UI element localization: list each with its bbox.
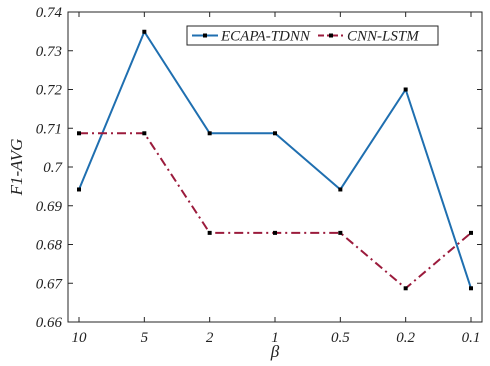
y-tick-label: 0.7	[43, 160, 63, 176]
y-axis-label: F1-AVG	[7, 139, 26, 197]
data-point	[77, 131, 81, 136]
legend-label-1: ECAPA-TDNN	[220, 29, 311, 45]
legend-box	[186, 25, 439, 46]
data-point	[273, 131, 277, 136]
legend: ECAPA-TDNN CNN-LSTM	[186, 25, 439, 46]
data-point	[142, 29, 147, 34]
y-tick-label: 0.74	[36, 5, 63, 21]
series-line-2	[79, 132, 472, 290]
legend-label-2: CNN-LSTM	[347, 29, 420, 45]
data-point	[273, 230, 277, 235]
legend-marker	[203, 33, 207, 38]
x-tick-label: 0.1	[462, 330, 481, 346]
x-tick-label: 0.2	[396, 330, 415, 346]
x-axis-label: β	[270, 342, 280, 361]
data-point	[338, 230, 343, 235]
y-tick-label: 0.68	[36, 238, 63, 254]
data-point	[142, 131, 147, 136]
y-tick-label: 0.73	[36, 44, 62, 60]
data-point	[77, 187, 81, 192]
data-point	[469, 286, 473, 291]
data-point	[207, 230, 212, 235]
x-tick-label: 10	[72, 330, 88, 346]
y-tick-label: 0.69	[36, 199, 63, 215]
y-tick-label: 0.67	[36, 276, 64, 292]
y-tick-label: 0.66	[36, 315, 63, 331]
legend-marker	[329, 33, 333, 38]
data-point	[469, 230, 473, 235]
series-layer	[77, 29, 473, 291]
x-axis-ticks: 10 5 2 1 0.5 0.2 0.1	[72, 12, 481, 346]
data-point	[403, 87, 408, 92]
data-point	[403, 286, 408, 291]
x-tick-label: 1	[271, 330, 279, 346]
y-axis-ticks: 0.66 0.67 0.68 0.69 0.7 0.71 0.72 0.73 0.74	[36, 5, 482, 331]
data-point	[338, 187, 343, 192]
y-tick-label: 0.72	[36, 83, 63, 99]
series-line-1	[78, 29, 472, 289]
data-point	[207, 131, 212, 136]
y-tick-label: 0.71	[36, 121, 62, 137]
x-tick-label: 2	[206, 330, 214, 346]
x-tick-label: 5	[141, 330, 149, 346]
x-tick-label: 0.5	[331, 330, 350, 346]
